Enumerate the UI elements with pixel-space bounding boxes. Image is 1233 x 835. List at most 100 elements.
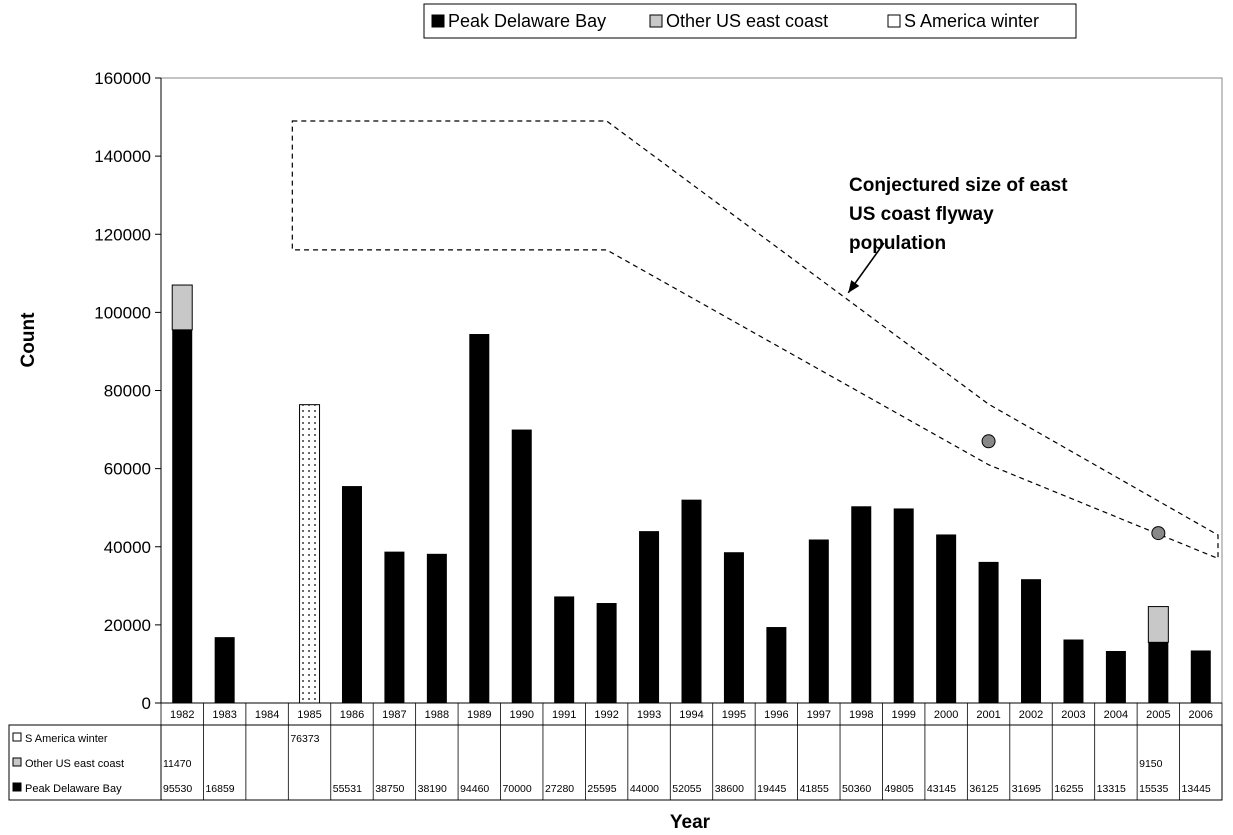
table-cell: 50360 [842, 783, 871, 795]
circle-markers [981, 434, 1166, 541]
x-tick-label: 2002 [1019, 709, 1043, 721]
x-tick-label: 1995 [722, 709, 746, 721]
table-row-label: Peak Delaware Bay [25, 783, 122, 795]
bar-solid-black-1997 [808, 539, 829, 703]
y-tick-label: 0 [142, 694, 151, 713]
bar-white-dotted-1985 [299, 404, 321, 704]
data-table: S America winter 76373 Other US east coast… [8, 724, 1223, 801]
bar-solid-black-1988 [426, 553, 447, 703]
annotation-arrow-head [848, 280, 860, 293]
annotation-line: US coast flyway [849, 204, 994, 225]
x-tick-label: 1982 [170, 709, 194, 721]
table-cell: 25595 [587, 783, 616, 795]
annotation-line: Conjectured size of east [849, 175, 1068, 196]
table-cell: 27280 [545, 783, 574, 795]
table-cell: 41855 [800, 783, 829, 795]
table-cell: 16255 [1054, 783, 1083, 795]
x-tick-label: 1986 [340, 709, 364, 721]
table-cell: 76373 [290, 733, 319, 745]
legend-label: Other US east coast [666, 11, 828, 31]
bar-solid-black-1989 [469, 334, 490, 703]
table-row-label: S America winter [25, 733, 108, 745]
bar-solid-black-2006 [1190, 650, 1211, 703]
y-tick-label: 120000 [94, 225, 151, 244]
table-row-swatch [12, 782, 22, 792]
bar-solid-black-1986 [341, 486, 362, 703]
flyway-envelope [291, 120, 1219, 560]
bar-solid-black-2005 [1148, 642, 1169, 703]
x-tick-label: 1987 [382, 709, 406, 721]
circle-marker-2001 [981, 434, 996, 449]
data-table-border [8, 724, 1223, 801]
table-cell: 38600 [715, 783, 744, 795]
x-tick-label: 2001 [976, 709, 1000, 721]
bar-solid-black-2004 [1105, 650, 1126, 703]
bar-solid-black-2000 [936, 534, 957, 703]
table-cell: 49805 [884, 783, 913, 795]
annotation-line: population [849, 233, 946, 254]
bar-solid-black-1996 [766, 627, 787, 703]
legend-swatch [431, 14, 445, 28]
table-row-swatch [12, 732, 22, 742]
bar-gray-2005 [1147, 606, 1169, 643]
table-cell: 13315 [1097, 783, 1126, 795]
x-tick-label: 2004 [1104, 709, 1128, 721]
y-tick-label: 80000 [104, 382, 151, 401]
x-tick-label: 1996 [764, 709, 788, 721]
x-tick-label: 1997 [807, 709, 831, 721]
x-tick-label: 1991 [552, 709, 576, 721]
table-cell: 94460 [460, 783, 489, 795]
table-cell: 55531 [333, 783, 362, 795]
y-tick-label: 20000 [104, 616, 151, 635]
legend-label: Peak Delaware Bay [448, 11, 606, 31]
y-tick-label: 60000 [104, 460, 151, 479]
bar-solid-black-1987 [384, 551, 405, 703]
x-tick-label: 1994 [679, 709, 703, 721]
x-tick-label: 1984 [255, 709, 279, 721]
legend-border [423, 3, 1077, 39]
x-axis-label: Year [670, 812, 711, 833]
bar-solid-black-2003 [1063, 639, 1084, 703]
bar-gray-1982 [171, 284, 193, 331]
y-axis-label: Count [18, 312, 39, 368]
circle-marker-2005 [1151, 526, 1166, 541]
x-tick-label: 2003 [1061, 709, 1085, 721]
bar-solid-black-1995 [723, 552, 744, 703]
legend-swatch [649, 14, 663, 28]
bar-solid-black-1992 [596, 603, 617, 703]
flyway-envelope-outline [291, 120, 1219, 560]
table-cell: 44000 [630, 783, 659, 795]
legend: Peak Delaware Bay Other US east coast S Am… [423, 3, 1077, 39]
y-tick-label: 100000 [94, 303, 151, 322]
x-tick-label: 1989 [467, 709, 491, 721]
table-row-label: Other US east coast [25, 758, 124, 770]
bar-solid-black-1993 [639, 531, 660, 703]
table-cell: 70000 [503, 783, 532, 795]
x-tick-label: 2005 [1146, 709, 1170, 721]
bar-solid-black-2002 [1021, 579, 1042, 703]
table-cell: 38190 [418, 783, 447, 795]
table-cell: 16859 [205, 783, 234, 795]
table-cell: 36125 [969, 783, 998, 795]
bar-solid-black-1999 [893, 508, 914, 703]
bar-solid-black-1982 [172, 329, 193, 703]
x-tick-label: 1998 [849, 709, 873, 721]
table-cell: 19445 [757, 783, 786, 795]
table-cell: 43145 [927, 783, 956, 795]
annotation: Conjectured size of east US coast flyway p… [847, 175, 1068, 294]
x-tick-label: 1988 [425, 709, 449, 721]
y-axis: 0 20000 40000 60000 80000 100000 120000 140000 1… [94, 69, 162, 713]
x-axis: 1982 1983 1984 1985 1986 1987 1988 1989 1990 1991… [160, 702, 1223, 800]
x-tick-label: 1992 [594, 709, 618, 721]
bar-solid-black-2001 [978, 561, 999, 703]
bar-solid-black-1990 [511, 429, 532, 703]
bar-solid-black-1991 [554, 596, 575, 703]
table-row-swatch [12, 757, 22, 767]
x-tick-label: 1983 [212, 709, 236, 721]
table-cell: 95530 [163, 783, 192, 795]
x-tick-label: 1993 [637, 709, 661, 721]
table-cell: 38750 [375, 783, 404, 795]
x-tick-label: 1999 [891, 709, 915, 721]
bar-solid-black-1983 [214, 637, 235, 703]
